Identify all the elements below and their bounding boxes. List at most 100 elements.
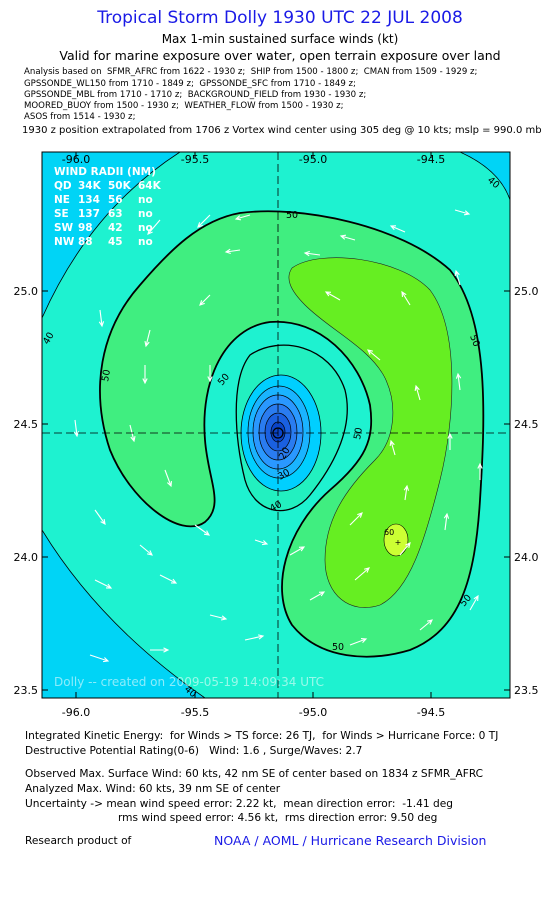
y-tick-label: 25.0	[514, 285, 539, 298]
wind-radii-title: WIND RADII (NM)	[54, 166, 156, 178]
wind-vector	[197, 214, 211, 228]
wind-radii-cell: NW	[54, 236, 75, 248]
wind-vector	[159, 574, 178, 584]
wind-radii-cell: no	[138, 194, 153, 206]
wind-vector	[455, 372, 462, 391]
wind-vector	[309, 591, 326, 601]
wind-radii-cell: 45	[108, 236, 123, 248]
ticks: -96.0 -96.0 -95.5 -95.5 -95.0 -95.0 -94.5 -94.5…	[14, 152, 539, 719]
wind-vector	[469, 594, 479, 611]
x-tick-label: -96.0	[62, 153, 90, 166]
footer-line: Uncertainty -> mean wind speed error: 2.…	[25, 798, 453, 810]
frame	[41, 151, 511, 699]
wind-vector	[98, 309, 105, 328]
wind-vector	[144, 329, 151, 348]
subtitle: Max 1-min sustained surface winds (kt)	[161, 32, 399, 46]
wind-vectors	[73, 209, 483, 663]
footer-line: Destructive Potential Rating(0-6) Wind: …	[25, 745, 363, 757]
title: Tropical Storm Dolly 1930 UTC 22 JUL 200…	[97, 8, 463, 28]
contour-label: 20	[277, 446, 293, 462]
wind-radii-cell: NE	[54, 194, 70, 206]
wind-vector	[194, 524, 211, 536]
wind-vector	[199, 294, 211, 306]
wind-vector	[303, 250, 321, 257]
analysis-line: GPSSONDE_MBL from 1710 - 1710 z; BACKGRO…	[24, 90, 367, 100]
wind-vector	[324, 291, 341, 301]
wind-radii-cell: 50K	[108, 180, 132, 192]
max-marker: +	[395, 538, 402, 547]
wind-vector	[89, 654, 110, 663]
footer-line: Analyzed Max. Wind: 60 kts, 39 nm SE of …	[25, 783, 281, 795]
contour-label: 50	[352, 427, 365, 441]
contour-label: 50	[332, 642, 344, 653]
wind-radii-cell: 137	[78, 208, 100, 220]
wind-vector	[401, 290, 411, 306]
wind-vector	[254, 539, 269, 546]
credit: NOAA / AOML / Hurricane Research Divisio…	[214, 833, 487, 848]
x-tick-label: -94.5	[417, 706, 445, 719]
wind-vector	[139, 544, 153, 556]
wind-vector	[419, 619, 433, 631]
analysis-line: Analysis based on SFMR_AFRC from 1622 - …	[24, 67, 478, 77]
wind-vector	[289, 546, 306, 556]
contour-60	[383, 523, 409, 557]
x-tick-label: -94.5	[417, 153, 445, 166]
wind-radii-cell: 34K	[78, 180, 102, 192]
wind-vector	[447, 432, 453, 450]
wind-field: +	[42, 152, 510, 698]
y-tick-label: 24.5	[14, 418, 39, 431]
contour-label: 50	[467, 333, 481, 348]
wind-vector	[403, 484, 410, 501]
wind-vector	[209, 614, 228, 621]
wind-vector	[443, 512, 450, 531]
wind-radii-cell: 64K	[138, 180, 162, 192]
wind-vector	[150, 647, 170, 653]
wind-radii-cell: 88	[78, 236, 93, 248]
wind-vector	[477, 462, 483, 480]
wind-vector	[147, 219, 161, 235]
wind-vector	[367, 349, 381, 361]
wind-vector	[454, 269, 461, 286]
analysis-line: GPSSONDE_WL150 from 1710 - 1849 z; GPSSO…	[24, 79, 356, 89]
wind-radii: WIND RADII (NM) QD 34K 50K 64K NE 134 56 no SE 13…	[54, 166, 162, 248]
wind-vector	[94, 509, 106, 526]
wind-vector	[207, 365, 213, 383]
center-marker	[272, 427, 284, 439]
y-tick-label: 25.0	[14, 285, 39, 298]
wind-radii-cell: QD	[54, 180, 72, 192]
footer-line: rms wind speed error: 4.56 kt, rms direc…	[118, 812, 438, 824]
y-tick-label: 23.5	[514, 684, 539, 697]
contour-55	[288, 257, 453, 608]
y-tick-label: 24.0	[14, 551, 39, 564]
x-tick-label: -96.0	[62, 706, 90, 719]
y-tick-label: 24.5	[514, 418, 539, 431]
analysis-line: ASOS from 1514 - 1930 z;	[24, 112, 136, 122]
contour-label: 30	[276, 467, 292, 483]
wind-vector	[94, 579, 113, 589]
wind-vector	[349, 512, 363, 526]
wind-vector	[164, 469, 173, 488]
wind-vector	[349, 637, 368, 646]
footer-line: Integrated Kinetic Energy: for Winds > T…	[25, 730, 499, 742]
wind-radii-cell: SE	[54, 208, 69, 220]
wind-radii-cell: 134	[78, 194, 100, 206]
wind-vector	[234, 214, 251, 221]
watermark: Dolly -- created on 2009-05-19 14:09:34 …	[54, 675, 324, 689]
wind-vector	[414, 384, 421, 401]
wind-vector	[454, 209, 471, 216]
wind-vector	[354, 567, 370, 581]
wind-radii-cell: no	[138, 222, 153, 234]
wind-vector	[389, 225, 406, 233]
wind-radii-cell: 42	[108, 222, 123, 234]
wind-radii-cell: 98	[78, 222, 93, 234]
y-tick-label: 24.0	[514, 551, 539, 564]
contour-label: 60	[384, 528, 394, 537]
wind-radii-cell: 56	[108, 194, 123, 206]
contour-label: 40	[41, 331, 57, 347]
credit-prefix: Research product of	[25, 835, 132, 847]
position-line: 1930 z position extrapolated from 1706 z…	[22, 125, 542, 136]
x-tick-label: -95.0	[299, 153, 327, 166]
validity: Valid for marine exposure over water, op…	[59, 48, 501, 63]
